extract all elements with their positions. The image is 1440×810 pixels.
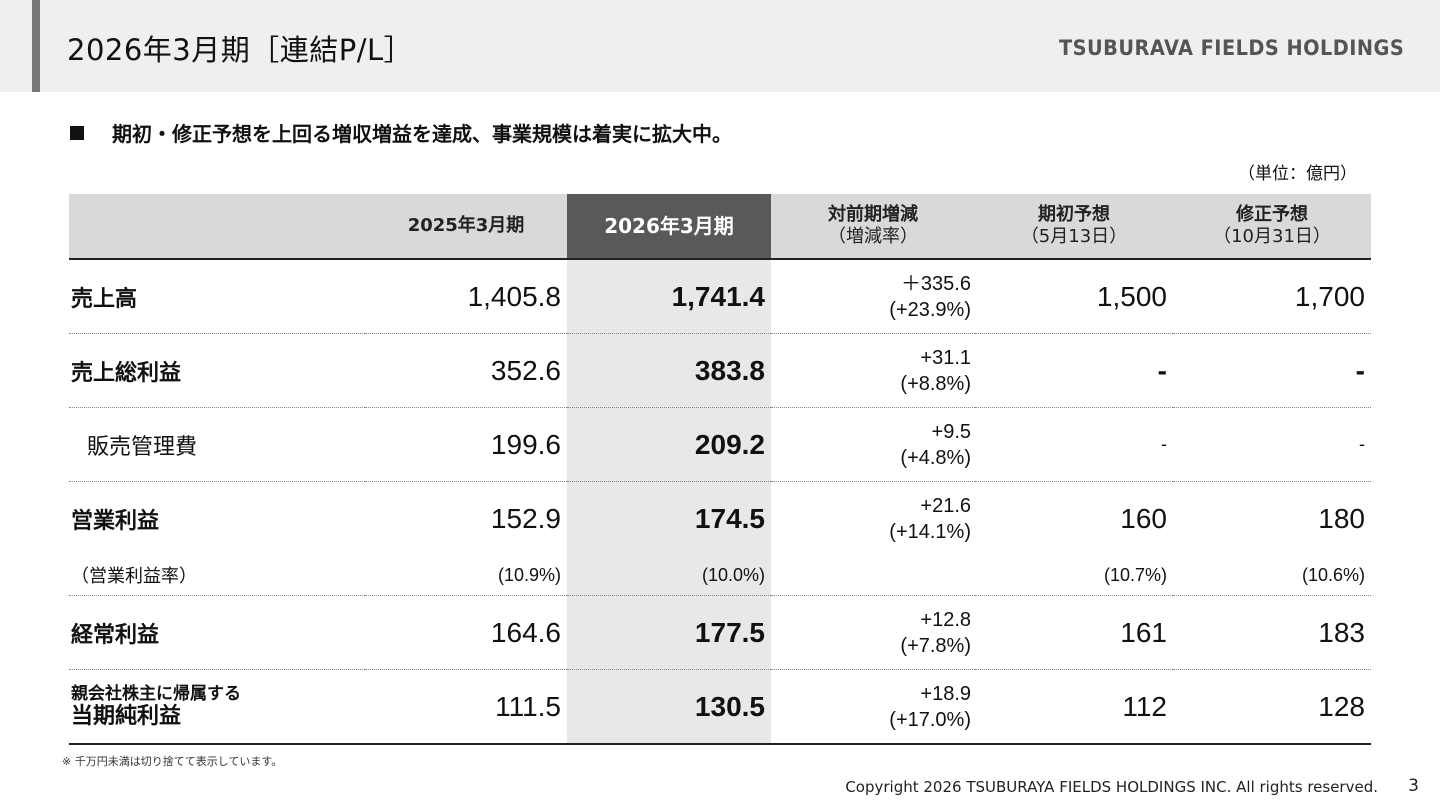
change-amount: +12.8 — [920, 608, 971, 631]
cell-current: (10.0%) — [567, 555, 771, 596]
cell-revised: 183 — [1173, 595, 1371, 670]
table-row-operating-income: 営業利益 152.9 174.5 +21.6 (+14.1%) 160 180 — [69, 481, 1371, 556]
header-revised-sub: （10月31日） — [1213, 226, 1331, 247]
row-label: 営業利益 — [71, 508, 160, 534]
change-rate: (+14.1%) — [889, 520, 971, 543]
row-label: 親会社株主に帰属する 当期純利益 — [69, 669, 365, 745]
brand-logo: TSUBURAVA FIELDS HOLDINGS — [1058, 36, 1404, 60]
cell-initial: 112 — [975, 669, 1173, 745]
cell-change — [771, 555, 975, 596]
headline: 期初・修正予想を上回る増収増益を達成、事業規模は着実に拡大中。 — [70, 118, 732, 147]
row-label-top: 親会社株主に帰属する — [71, 683, 241, 704]
cell-revised: (10.6%) — [1173, 555, 1371, 596]
cell-initial: 161 — [975, 595, 1173, 670]
page-title: 2026年3月期［連結P/L］ — [67, 33, 414, 67]
square-bullet-icon — [70, 126, 84, 140]
headline-text: 期初・修正予想を上回る増収増益を達成、事業規模は着実に拡大中。 — [112, 122, 732, 146]
table-row-net-income: 親会社株主に帰属する 当期純利益 111.5 130.5 +18.9 (+17.… — [69, 669, 1371, 745]
change-amount: +21.6 — [920, 494, 971, 517]
change-rate: (+7.8%) — [900, 634, 971, 657]
header-current-year: 2026年3月期 — [567, 194, 771, 260]
cell-revised: 128 — [1173, 669, 1371, 745]
table-row-operating-margin: （営業利益率） (10.9%) (10.0%) (10.7%) (10.6%) — [69, 555, 1371, 596]
cell-revised: - — [1173, 407, 1371, 482]
header-change-title: 対前期増減 — [828, 204, 918, 225]
cell-current: 209.2 — [567, 407, 771, 482]
table-row-gross-profit: 売上総利益 352.6 383.8 +31.1 (+8.8%) - - — [69, 333, 1371, 408]
cell-prev: 1,405.8 — [365, 259, 567, 334]
change-rate: (+17.0%) — [889, 708, 971, 731]
cell-current: 130.5 — [567, 669, 771, 745]
cell-current: 1,741.4 — [567, 259, 771, 334]
footnote: ※ 千万円未満は切り捨てて表示しています。 — [62, 755, 283, 768]
table-header-row: 2025年3月期 2026年3月期 対前期増減 （増減率） 期初予想 （5月13… — [69, 194, 1371, 260]
row-label: 売上総利益 — [69, 333, 365, 408]
header-revised-title: 修正予想 — [1236, 204, 1308, 225]
header-initial-title: 期初予想 — [1038, 204, 1110, 225]
cell-prev: 111.5 — [365, 669, 567, 745]
table-row-sga: 販売管理費 199.6 209.2 +9.5 (+4.8%) - - — [69, 407, 1371, 482]
pl-table: 2025年3月期 2026年3月期 対前期増減 （増減率） 期初予想 （5月13… — [69, 194, 1371, 745]
cell-initial: 160 — [1120, 502, 1167, 534]
cell-prev: 164.6 — [365, 595, 567, 670]
cell-change: +9.5 (+4.8%) — [771, 407, 975, 482]
change-rate: (+4.8%) — [900, 446, 971, 469]
cell-change: +18.9 (+17.0%) — [771, 669, 975, 745]
header-initial-forecast: 期初予想 （5月13日） — [975, 194, 1173, 260]
cell-prev: 152.9 — [490, 502, 561, 534]
table-row-ordinary-income: 経常利益 164.6 177.5 +12.8 (+7.8%) 161 183 — [69, 595, 1371, 670]
table-row-net-sales: 売上高 1,405.8 1,741.4 ＋335.6 (+23.9%) 1,50… — [69, 259, 1371, 334]
header-prev-year: 2025年3月期 — [365, 194, 567, 260]
row-label: （営業利益率） — [69, 555, 365, 596]
cell-revised: - — [1173, 333, 1371, 408]
cell-prev: 199.6 — [365, 407, 567, 482]
row-label: 経常利益 — [69, 595, 365, 670]
cell-prev: (10.9%) — [365, 555, 567, 596]
change-rate: (+8.8%) — [900, 372, 971, 395]
header-revised-forecast: 修正予想 （10月31日） — [1173, 194, 1371, 260]
row-label-bottom: 当期純利益 — [71, 703, 182, 729]
change-amount: +9.5 — [931, 420, 971, 443]
row-label: 販売管理費 — [69, 407, 365, 482]
change-amount: +18.9 — [920, 682, 971, 705]
cell-change: ＋335.6 (+23.9%) — [771, 259, 975, 334]
header-change: 対前期増減 （増減率） — [771, 194, 975, 260]
cell-initial: - — [975, 333, 1173, 408]
change-amount: +31.1 — [920, 346, 971, 369]
cell-revised: 180 — [1318, 502, 1365, 534]
header-accent-bar — [32, 0, 40, 92]
page-number: 3 — [1408, 776, 1419, 796]
cell-change: +31.1 (+8.8%) — [771, 333, 975, 408]
cell-initial: 1,500 — [975, 259, 1173, 334]
copyright: Copyright 2026 TSUBURAYA FIELDS HOLDINGS… — [845, 778, 1378, 796]
cell-revised: 1,700 — [1173, 259, 1371, 334]
header-initial-sub: （5月13日） — [1020, 226, 1128, 247]
cell-current: 177.5 — [567, 595, 771, 670]
cell-current: 383.8 — [567, 333, 771, 408]
cell-current: 174.5 — [567, 481, 771, 555]
row-label: 売上高 — [69, 259, 365, 334]
slide-header: 2026年3月期［連結P/L］ TSUBURAVA FIELDS HOLDING… — [0, 0, 1440, 92]
header-change-sub: （増減率） — [828, 226, 918, 247]
cell-change: +21.6 (+14.1%) — [771, 482, 975, 556]
cell-change: +12.8 (+7.8%) — [771, 595, 975, 670]
cell-prev: 352.6 — [365, 333, 567, 408]
change-amount: ＋335.6 — [900, 272, 971, 295]
unit-label: （単位：億円） — [1238, 164, 1357, 184]
change-rate: (+23.9%) — [889, 298, 971, 321]
cell-initial: (10.7%) — [975, 555, 1173, 596]
header-label-empty — [69, 194, 365, 260]
cell-initial: - — [975, 407, 1173, 482]
